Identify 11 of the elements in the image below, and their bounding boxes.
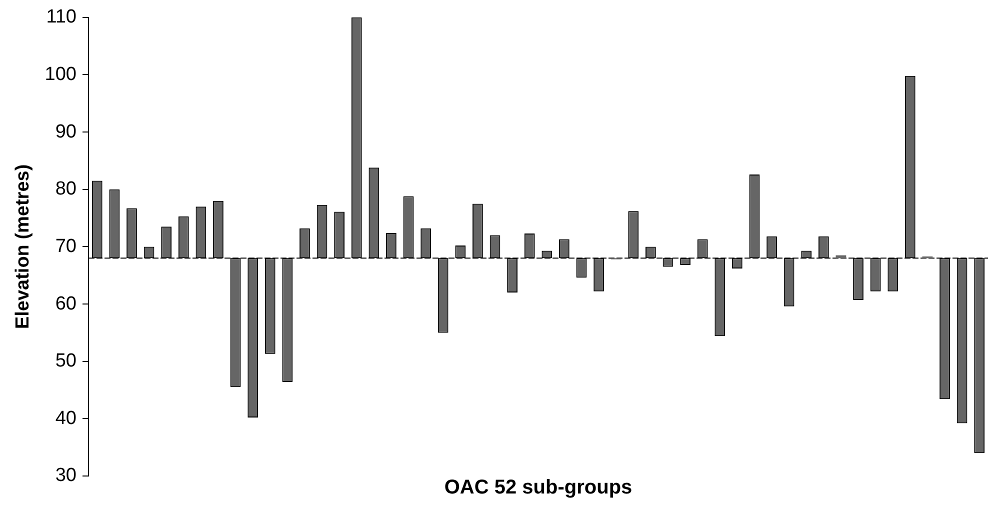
y-tick-label: 30 (55, 465, 76, 486)
x-axis-title: OAC 52 sub-groups (444, 476, 632, 499)
y-tick-label: 90 (55, 121, 76, 142)
y-tick-label: 50 (55, 350, 76, 372)
y-tick-label: 80 (55, 178, 76, 200)
y-tick-label: 70 (55, 236, 76, 257)
y-tick-label: 100 (44, 64, 76, 85)
y-tick-label: 60 (55, 293, 76, 314)
y-tick-label: 40 (55, 408, 76, 429)
y-axis-title: Elevation (metres) (12, 164, 34, 330)
y-tick-label: 110 (46, 6, 76, 28)
